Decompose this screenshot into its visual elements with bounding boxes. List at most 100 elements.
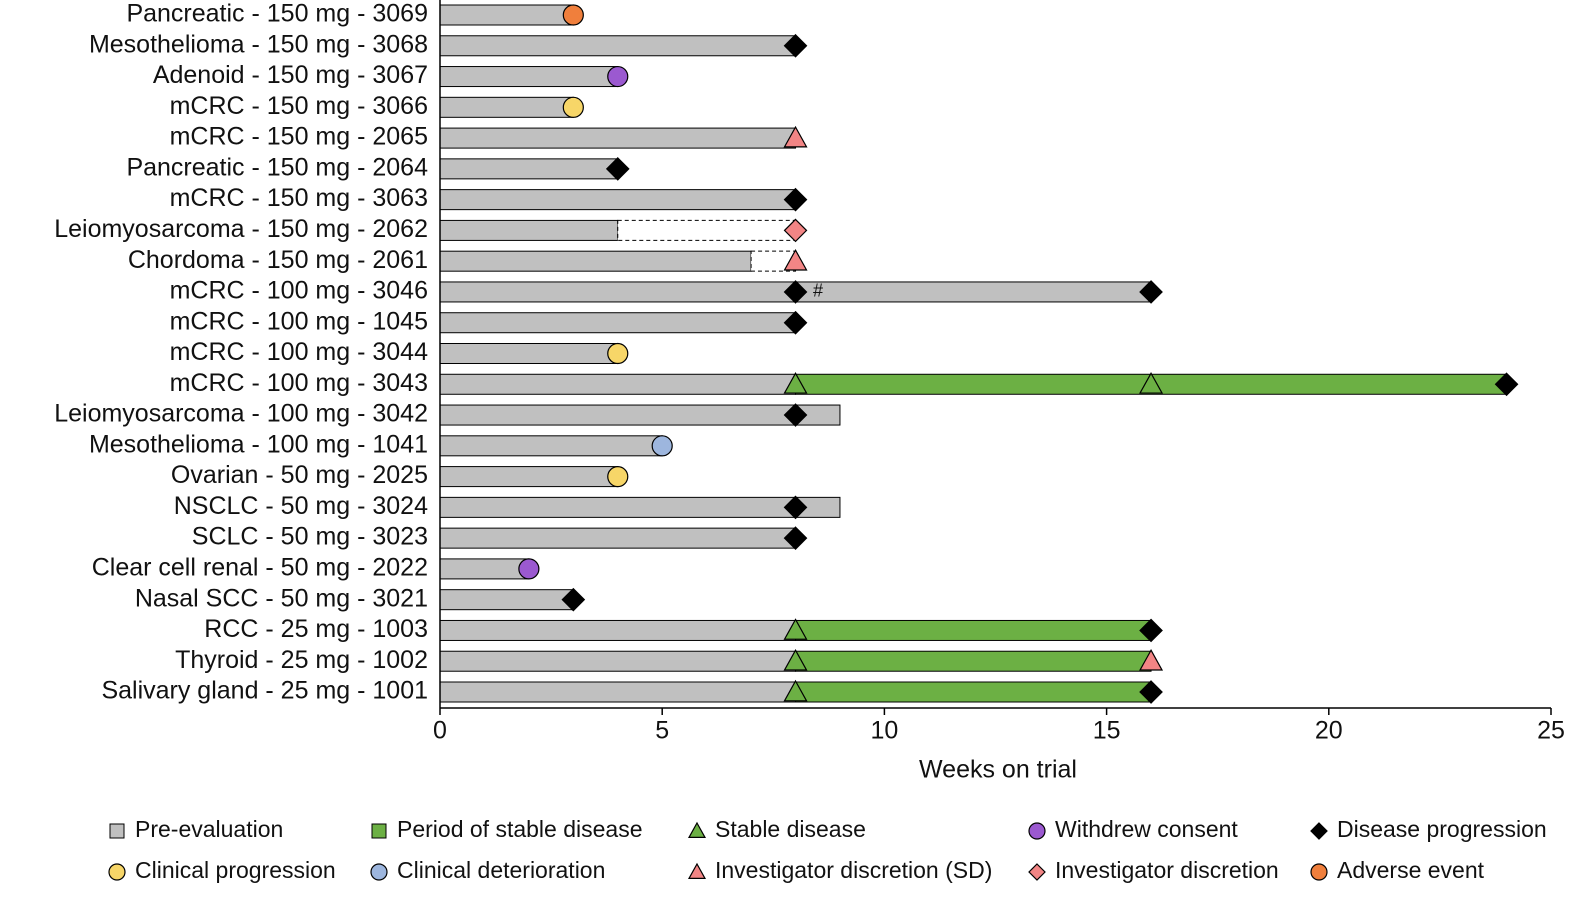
bar-segment [439, 681, 797, 703]
marker [607, 342, 629, 365]
category-label: Leiomyosarcoma - 100 mg - 3042 [54, 400, 428, 428]
legend-swatch [687, 862, 707, 880]
category-label: Nasal SCC - 50 mg - 3021 [135, 584, 428, 612]
marker [783, 310, 808, 335]
marker [783, 248, 808, 271]
bar-segment [439, 558, 530, 580]
bar-segment [439, 35, 797, 57]
legend-swatch [1310, 863, 1328, 881]
marker [783, 280, 808, 304]
legend-label: Investigator discretion [1055, 857, 1279, 883]
category-label: Ovarian - 50 mg - 2025 [171, 461, 428, 489]
marker [1494, 372, 1519, 397]
bar-segment [439, 496, 841, 518]
legend-label: Investigator discretion (SD) [715, 857, 992, 883]
category-label: Thyroid - 25 mg - 1002 [175, 646, 428, 674]
bar-segment [439, 189, 797, 211]
dashed-extension [750, 250, 797, 272]
marker [607, 465, 629, 488]
x-axis-label: Weeks on trial [919, 756, 1077, 784]
marker [783, 372, 808, 394]
marker [1139, 680, 1163, 704]
dashed-extension [617, 219, 797, 241]
legend-swatch [109, 823, 125, 839]
marker [783, 187, 808, 212]
bar-segment [439, 619, 797, 641]
bar-segment [439, 250, 752, 272]
x-tick-label: 20 [1315, 717, 1343, 745]
legend-swatch [108, 863, 126, 881]
bar-segment [439, 312, 797, 334]
bar-segment [795, 619, 1152, 641]
marker [783, 218, 808, 243]
legend-label: Adverse event [1337, 857, 1485, 883]
category-label: mCRC - 100 mg - 3044 [170, 338, 429, 366]
bar-segment [439, 127, 797, 149]
x-tick-label: 15 [1093, 717, 1121, 745]
legend-label: Period of stable disease [397, 816, 643, 842]
marker [1139, 618, 1163, 643]
marker [783, 679, 808, 702]
legend-swatch [371, 823, 387, 839]
category-label: Adenoid - 150 mg - 3067 [153, 61, 428, 89]
bar-segment [439, 158, 619, 180]
marker [1139, 280, 1163, 304]
marker [605, 157, 630, 181]
marker [651, 435, 673, 457]
bar-segment [439, 527, 797, 549]
category-label: Chordoma - 150 mg - 2061 [128, 246, 428, 274]
bar-segment [439, 66, 619, 88]
bar-segment [439, 435, 663, 457]
category-label: Leiomyosarcoma - 150 mg - 2062 [54, 215, 428, 243]
legend-label: Disease progression [1337, 816, 1547, 842]
bar-segment [439, 466, 619, 488]
bar-segment [439, 343, 619, 364]
legend-swatch [1028, 822, 1046, 840]
marker [518, 558, 540, 580]
x-tick-label: 10 [870, 717, 898, 745]
bar-segment [439, 650, 797, 672]
marker [783, 648, 808, 671]
category-label: mCRC - 100 mg - 3043 [170, 369, 428, 397]
bar-segment [795, 681, 1152, 703]
annotation: # [813, 281, 824, 301]
legend-label: Clinical deterioration [397, 857, 605, 883]
x-tick-label: 0 [433, 717, 447, 745]
marker [1139, 372, 1164, 394]
marker [1139, 648, 1164, 671]
marker [607, 65, 629, 88]
x-tick-label: 5 [655, 717, 669, 745]
category-label: Pancreatic - 150 mg - 2064 [126, 153, 428, 181]
legend-label: Pre-evaluation [135, 816, 283, 842]
legend-label: Stable disease [715, 816, 866, 842]
marker [783, 33, 808, 58]
marker [783, 495, 808, 520]
marker [783, 526, 808, 550]
category-label: mCRC - 150 mg - 3066 [170, 92, 428, 120]
x-tick-label: 25 [1537, 717, 1565, 745]
category-label: Pancreatic - 150 mg - 3069 [126, 0, 428, 28]
category-label: Mesothelioma - 100 mg - 1041 [89, 430, 428, 458]
legend-swatch [1310, 822, 1328, 840]
bar-segment [439, 219, 619, 241]
legend-label: Clinical progression [135, 857, 336, 883]
category-label: Salivary gland - 25 mg - 1001 [101, 677, 428, 705]
legend-swatch [1028, 863, 1046, 881]
bar-segment [439, 373, 797, 395]
category-label: RCC - 25 mg - 1003 [204, 615, 428, 643]
category-label: mCRC - 150 mg - 2065 [170, 123, 428, 151]
bar-segment [439, 404, 841, 426]
category-label: mCRC - 100 mg - 1045 [170, 307, 428, 335]
marker [561, 587, 586, 612]
marker [562, 96, 584, 118]
category-label: Clear cell renal - 50 mg - 2022 [92, 554, 428, 582]
marker [783, 125, 808, 148]
legend-swatch [370, 863, 388, 881]
bar-segment [439, 4, 574, 26]
marker [783, 403, 808, 427]
legend-label: Withdrew consent [1055, 816, 1238, 842]
bar-segment [439, 589, 574, 611]
category-label: NSCLC - 50 mg - 3024 [174, 492, 428, 520]
category-label: mCRC - 150 mg - 3063 [170, 184, 428, 212]
